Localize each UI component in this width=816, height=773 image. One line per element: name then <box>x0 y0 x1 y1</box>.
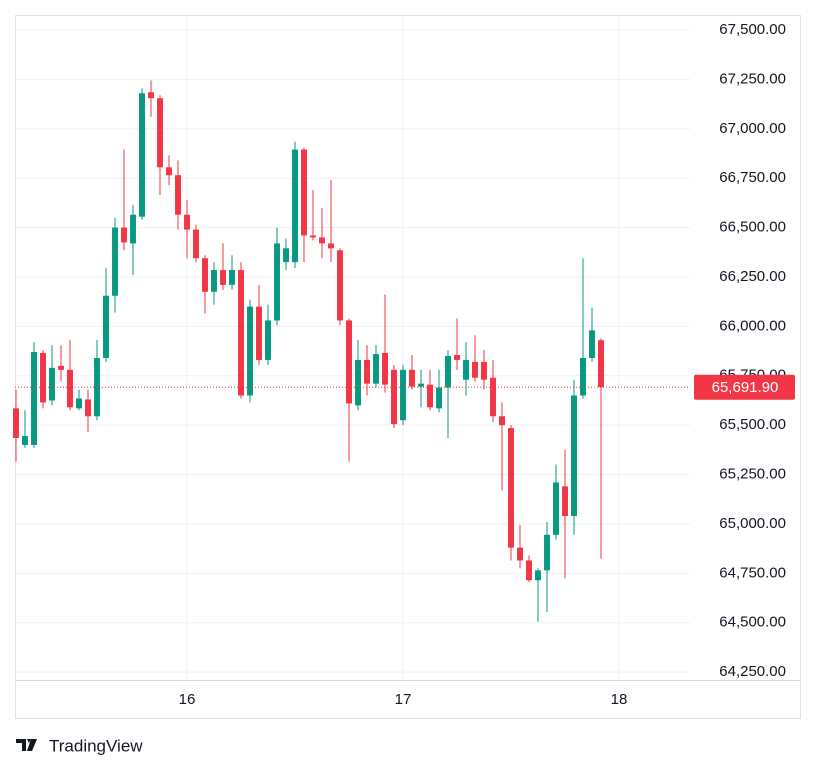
y-tick-label: 65,500.00 <box>719 416 786 433</box>
candle-body <box>22 436 28 445</box>
candle-body <box>310 235 316 238</box>
candle-body <box>562 486 568 517</box>
candle-body <box>427 384 433 408</box>
last-price-box <box>694 374 795 400</box>
candle-body <box>319 237 325 244</box>
candle-body <box>274 243 280 321</box>
candle-body <box>85 399 91 417</box>
candle-body <box>103 295 109 358</box>
y-tick-label: 67,500.00 <box>719 21 786 38</box>
candle-body <box>589 330 595 358</box>
candle-body <box>499 416 505 426</box>
candle-body <box>364 359 370 384</box>
last-price-label: 65,691.90 <box>712 379 779 396</box>
logo-text: TradingView <box>49 736 143 755</box>
candle-body <box>445 355 451 388</box>
y-tick-label: 64,500.00 <box>719 614 786 631</box>
candle-body <box>571 395 577 517</box>
candle-body <box>508 428 514 548</box>
candle-body <box>472 361 478 378</box>
candle-body <box>184 214 190 230</box>
candle-body <box>220 270 226 285</box>
candle-body <box>535 570 541 581</box>
candle-body <box>481 361 487 380</box>
candle-body <box>580 357 586 396</box>
candle-body <box>139 93 145 217</box>
candle-body <box>337 250 343 321</box>
candle-body <box>301 149 307 236</box>
y-tick-label: 66,500.00 <box>719 219 786 236</box>
candle-body <box>31 352 37 445</box>
x-tick-label: 18 <box>611 691 628 708</box>
candle-body <box>400 369 406 421</box>
logo-icon <box>16 739 37 751</box>
candle-body <box>382 353 388 385</box>
candle-body <box>517 547 523 561</box>
candle-body <box>130 214 136 244</box>
candle-body <box>544 534 550 571</box>
candle-body <box>265 320 271 360</box>
y-tick-label: 64,250.00 <box>719 663 786 680</box>
candle-body <box>256 306 262 360</box>
candle-body <box>40 353 46 403</box>
candle-body <box>328 243 334 249</box>
x-tick-label: 17 <box>395 691 412 708</box>
y-tick-label: 67,250.00 <box>719 70 786 87</box>
candle-body <box>247 306 253 396</box>
candle-body <box>121 227 127 243</box>
candle-body <box>454 355 460 360</box>
y-tick-label: 65,000.00 <box>719 515 786 532</box>
candle-body <box>391 369 397 425</box>
candle-body <box>193 229 199 259</box>
candle-body <box>355 359 361 406</box>
candle-body <box>148 92 154 99</box>
candle-body <box>553 482 559 535</box>
y-tick-label: 67,000.00 <box>719 120 786 137</box>
candle-body <box>157 98 163 168</box>
candle-body <box>202 258 208 292</box>
candle-body <box>292 149 298 263</box>
chart-frame <box>15 15 801 719</box>
candle-body <box>526 560 532 581</box>
y-tick-label: 66,250.00 <box>719 268 786 285</box>
candle-body <box>67 369 73 408</box>
candle-body <box>373 354 379 384</box>
logo: TradingView <box>16 736 143 755</box>
y-tick-label: 66,750.00 <box>719 169 786 186</box>
candle-body <box>49 367 55 401</box>
candle-body <box>76 398 82 409</box>
candle-body <box>490 377 496 417</box>
y-tick-label: 65,250.00 <box>719 466 786 483</box>
candle-body <box>436 387 442 409</box>
candle-body <box>598 340 604 388</box>
candle-body <box>175 175 181 215</box>
candle-body <box>418 383 424 387</box>
candle-body <box>283 248 289 263</box>
candle-body <box>58 365 64 370</box>
candle-body <box>13 408 19 438</box>
candle-body <box>409 369 415 387</box>
candle-body <box>211 270 217 292</box>
y-tick-label: 64,750.00 <box>719 564 786 581</box>
candle-body <box>463 359 469 380</box>
candle-body <box>238 270 244 396</box>
candle-body <box>112 227 118 296</box>
y-tick-label: 66,000.00 <box>719 317 786 334</box>
x-tick-label: 16 <box>179 691 196 708</box>
candle-body <box>229 270 235 285</box>
candle-body <box>166 167 172 176</box>
candle-body <box>346 320 352 404</box>
